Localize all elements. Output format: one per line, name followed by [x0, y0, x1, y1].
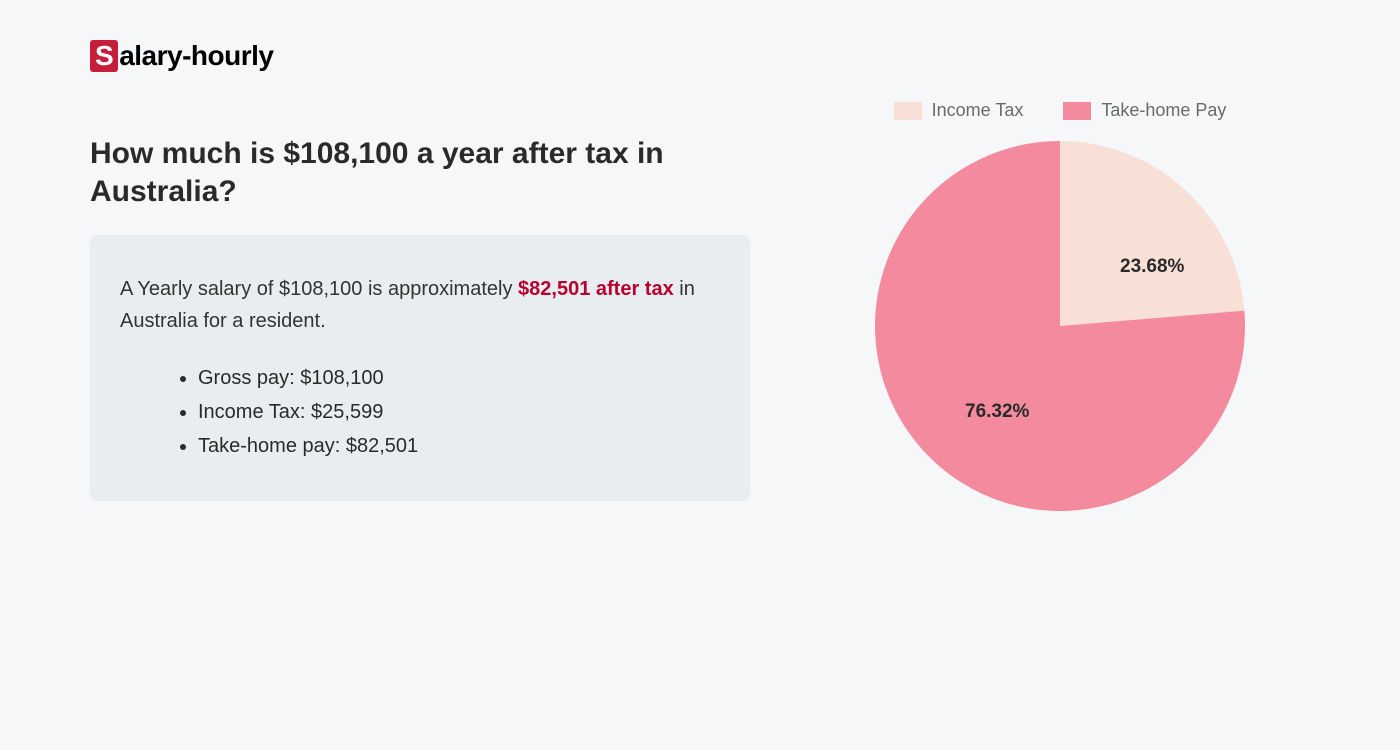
- summary-before: A Yearly salary of $108,100 is approxima…: [120, 278, 518, 300]
- summary-list: Gross pay: $108,100 Income Tax: $25,599 …: [120, 361, 720, 463]
- slice-label-income-tax: 23.68%: [1120, 256, 1184, 278]
- legend-item-take-home: Take-home Pay: [1063, 100, 1226, 121]
- pie-svg: [875, 141, 1245, 511]
- summary-text: A Yearly salary of $108,100 is approxima…: [120, 273, 720, 337]
- logo-prefix: S: [90, 40, 118, 72]
- page-title: How much is $108,100 a year after tax in…: [90, 135, 730, 210]
- summary-box: A Yearly salary of $108,100 is approxima…: [90, 235, 750, 501]
- legend-swatch: [894, 102, 922, 120]
- list-item: Gross pay: $108,100: [198, 361, 720, 395]
- legend-label: Income Tax: [932, 100, 1024, 121]
- summary-highlight: $82,501 after tax: [518, 278, 674, 300]
- site-logo: Salary-hourly: [90, 40, 273, 72]
- slice-label-take-home: 76.32%: [965, 401, 1029, 423]
- logo-rest: alary-hourly: [119, 40, 273, 71]
- list-item: Take-home pay: $82,501: [198, 429, 720, 463]
- list-item: Income Tax: $25,599: [198, 395, 720, 429]
- pie-slice: [1060, 141, 1244, 326]
- pie-chart: 23.68% 76.32%: [875, 141, 1245, 511]
- legend-label: Take-home Pay: [1101, 100, 1226, 121]
- legend-swatch: [1063, 102, 1091, 120]
- pie-chart-area: Income Tax Take-home Pay 23.68% 76.32%: [820, 100, 1300, 511]
- legend-item-income-tax: Income Tax: [894, 100, 1024, 121]
- chart-legend: Income Tax Take-home Pay: [820, 100, 1300, 121]
